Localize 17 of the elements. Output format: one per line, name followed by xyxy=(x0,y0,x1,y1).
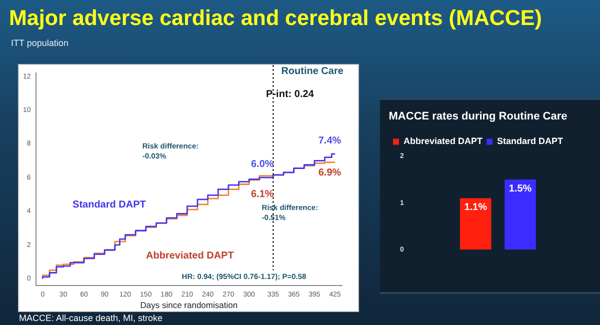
data-label: 1.5% xyxy=(508,183,532,194)
annotation: 6.9% xyxy=(318,168,342,179)
text: MACCE: All-cause death, MI, stroke xyxy=(19,313,163,323)
annotation: 7.4% xyxy=(318,136,342,147)
legend-label: Abbreviated DAPT xyxy=(403,136,484,146)
data-label: 1.1% xyxy=(464,202,488,213)
series-label: Abbreviated DAPT xyxy=(146,250,234,262)
chart-subtitle: ITT population xyxy=(11,38,68,48)
series-label: Standard DAPT xyxy=(72,199,146,210)
chart-title: MACCE rates during Routine Care xyxy=(388,110,568,123)
legend-label: Standard DAPT xyxy=(497,136,564,146)
chart-title: Major adverse cardiac and cerebral events (MACCE) xyxy=(9,6,542,31)
annotation: P-int: 0.24 xyxy=(266,88,314,100)
ref-line-label: Routine Care xyxy=(281,66,344,77)
annotation: 6.0% xyxy=(250,159,274,170)
x-axis-title: Days since randomisation xyxy=(140,300,238,310)
annotation: 6.1% xyxy=(250,188,274,200)
